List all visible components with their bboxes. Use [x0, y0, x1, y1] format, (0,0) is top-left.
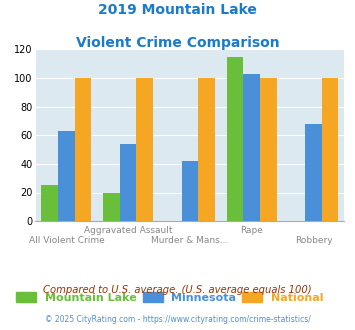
Bar — [305, 124, 322, 221]
Legend: Mountain Lake, Minnesota, National: Mountain Lake, Minnesota, National — [16, 292, 323, 303]
Text: All Violent Crime: All Violent Crime — [28, 236, 104, 245]
Text: 2019 Mountain Lake: 2019 Mountain Lake — [98, 3, 257, 17]
Text: Robbery: Robbery — [295, 236, 332, 245]
Text: Rape: Rape — [240, 226, 263, 235]
Bar — [58, 131, 75, 221]
Bar — [244, 74, 260, 221]
Text: Compared to U.S. average. (U.S. average equals 100): Compared to U.S. average. (U.S. average … — [43, 285, 312, 295]
Bar — [198, 78, 215, 221]
Bar — [42, 185, 58, 221]
Bar — [227, 57, 244, 221]
Bar — [182, 161, 198, 221]
Bar — [136, 78, 153, 221]
Text: © 2025 CityRating.com - https://www.cityrating.com/crime-statistics/: © 2025 CityRating.com - https://www.city… — [45, 315, 310, 324]
Text: Violent Crime Comparison: Violent Crime Comparison — [76, 36, 279, 50]
Bar — [103, 192, 120, 221]
Bar — [75, 78, 91, 221]
Bar — [260, 78, 277, 221]
Bar — [322, 78, 338, 221]
Bar — [120, 144, 136, 221]
Text: Aggravated Assault: Aggravated Assault — [84, 226, 173, 235]
Text: Murder & Mans...: Murder & Mans... — [151, 236, 229, 245]
